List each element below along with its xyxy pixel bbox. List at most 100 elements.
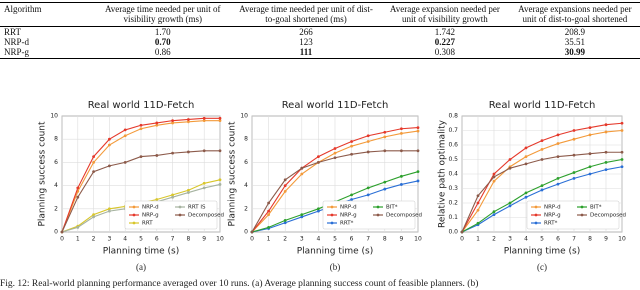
legend-label: RRT* [544,221,558,227]
data-point [218,149,222,153]
y-tick-label: 8 [244,136,248,143]
x-axis-label: Planning time (s) [297,247,374,257]
legend-marker [534,221,538,225]
data-point [572,153,576,157]
x-tick-label: 7 [572,236,576,243]
data-point [604,168,608,172]
data-point [508,201,512,205]
data-point [108,207,111,211]
data-point [620,121,624,125]
data-point [202,116,206,120]
data-point [416,126,420,129]
data-point [283,178,287,182]
header-cell: Algorithm [0,2,94,27]
x-tick-label: 3 [300,236,304,243]
data-point [317,161,320,164]
table-cell: NRP-g [0,47,94,59]
y-tick-label: 0.6 [448,142,458,149]
data-point [171,151,175,155]
data-point [540,188,544,192]
data-point [283,190,287,193]
data-point [492,175,496,179]
data-point [202,186,206,190]
data-point [123,134,127,138]
data-point [524,155,528,159]
data-point [317,155,320,159]
data-point [400,183,403,186]
data-point [139,123,143,127]
x-tick-label: 3 [107,236,111,243]
chart-title: Real world 11D-Fetch [282,100,389,111]
chart-title: Real world 11D-Fetch [88,100,195,111]
legend-marker [178,205,182,209]
data-point [556,133,560,137]
x-tick-label: 5 [540,236,544,243]
data-point [383,135,387,139]
data-point [155,154,159,157]
legend-label: NRP-g [340,213,357,219]
legend-box [322,200,416,230]
y-tick-label: 0.0 [448,229,458,236]
y-tick-label: 6 [244,159,248,166]
legend-marker [534,213,538,217]
x-tick-label: 6 [155,236,159,243]
x-tick-label: 9 [604,236,608,243]
data-point [540,158,544,161]
data-point [572,129,576,132]
data-point [620,129,624,132]
y-tick-label: 0 [244,229,248,236]
legend: NRP-d NRP-g RRT RRT IS Decomposed [124,200,224,230]
data-point [588,165,592,169]
data-point [588,172,592,176]
table-cell: NRP-d [4,37,30,47]
data-point [300,215,304,219]
data-point [508,166,512,170]
x-tick-label: 5 [139,236,143,243]
legend-marker [330,213,334,217]
data-point [202,149,206,153]
data-point [366,186,370,190]
table-row: NRP-d 0.70 123 0.227 35.51 [0,37,640,47]
x-tick-label: 7 [171,236,175,243]
table-body: RRT 1.70 266 1.742 208.9 NRP-d 0.70 123 0.227 35.… [0,27,640,59]
x-tick-label: 3 [508,236,512,243]
legend-marker [330,205,334,209]
legend-box [526,200,620,230]
legend: NRP-d NRP-g RRT* BIT* Decomposed [526,200,626,230]
table-row: RRT 1.70 266 1.742 208.9 [0,27,640,38]
data-point [416,170,420,174]
x-tick-label: 10 [414,236,422,243]
legend-label: RRT [142,221,153,227]
legend: NRP-d NRP-g RRT* BIT* Decomposed [322,200,422,230]
data-point [476,194,480,198]
data-point [604,130,608,134]
data-point [333,151,337,155]
data-point [123,128,127,132]
table-cell: 111 [232,47,380,59]
data-point [92,170,95,174]
data-point [620,150,624,154]
x-tick-label: 4 [123,236,127,243]
subcaption: (b) [330,262,341,272]
data-point [283,184,287,188]
data-point [400,127,403,131]
data-point [383,180,387,184]
results-table: Algorithm Average time needed per unit of… [0,2,640,59]
data-point [92,161,95,164]
y-tick-label: 10 [240,113,248,120]
legend-label: Decomposed [386,213,422,219]
data-point [508,204,512,208]
x-tick-label: 0 [250,236,254,243]
data-point [350,152,353,156]
data-point [540,184,544,188]
data-point [267,209,270,213]
data-point [123,161,127,164]
data-point [556,155,560,159]
data-point [283,221,287,225]
data-point [366,193,370,197]
data-point [350,144,353,148]
data-point [171,121,175,125]
table-cell: 1.70 [154,27,171,37]
data-point [383,130,387,134]
